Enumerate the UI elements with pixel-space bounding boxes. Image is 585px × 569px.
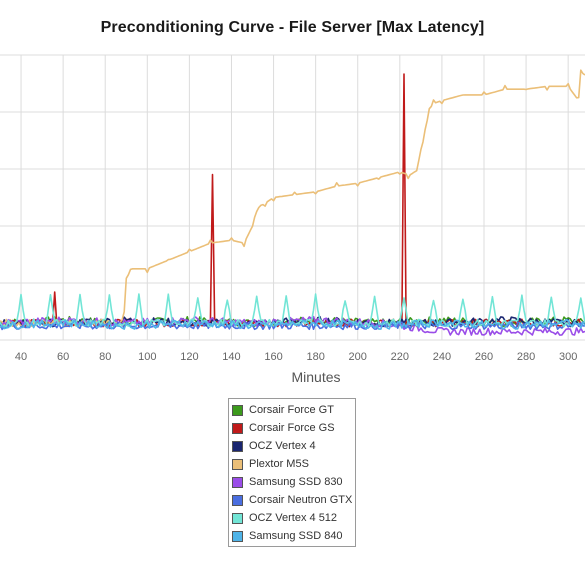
x-tick-label: 120 — [180, 351, 198, 363]
legend-swatch — [232, 422, 243, 434]
x-tick-label: 40 — [15, 351, 27, 363]
x-tick-label: 280 — [517, 351, 535, 363]
chart-grid — [0, 54, 585, 341]
x-tick-label: 80 — [99, 351, 111, 363]
legend-item: Samsung SSD 840 — [232, 527, 343, 545]
chart-title: Preconditioning Curve - File Server [Max… — [100, 19, 485, 36]
legend-label: OCZ Vertex 4 512 — [249, 512, 338, 524]
x-tick-label: 60 — [57, 351, 69, 363]
x-tick-label: 160 — [264, 351, 282, 363]
legend-item: Samsung SSD 830 — [232, 473, 343, 491]
x-tick-label: 200 — [349, 351, 367, 363]
legend-label: Corsair Neutron GTX — [249, 494, 353, 506]
legend-item: Plextor M5S — [232, 455, 309, 473]
x-tick-label: 260 — [475, 351, 493, 363]
legend-swatch — [232, 404, 243, 416]
legend-item: Corsair Neutron GTX — [232, 491, 352, 509]
legend-label: Corsair Force GT — [249, 404, 334, 416]
x-tick-label: 100 — [138, 351, 156, 363]
legend-label: Plextor M5S — [249, 458, 309, 470]
x-axis-label: Minutes — [291, 369, 340, 385]
legend-swatch — [232, 476, 243, 488]
series-line-4 — [0, 69, 585, 328]
x-tick-label: 240 — [433, 351, 451, 363]
legend-item: Corsair Force GT — [232, 401, 334, 419]
legend-swatch — [232, 530, 243, 542]
series-line-8 — [0, 318, 585, 330]
x-tick-label: 180 — [306, 351, 324, 363]
legend-swatch — [232, 494, 243, 506]
chart-series — [0, 69, 585, 336]
legend-item: OCZ Vertex 4 — [232, 437, 316, 455]
legend-item: Corsair Force GS — [232, 419, 335, 437]
legend-label: Corsair Force GS — [249, 422, 335, 434]
chart-legend: Corsair Force GT Corsair Force GS OCZ Vert… — [228, 398, 356, 547]
legend-label: Samsung SSD 840 — [249, 530, 343, 542]
legend-swatch — [232, 458, 243, 470]
x-tick-label: 220 — [391, 351, 409, 363]
x-tick-label: 300 — [559, 351, 577, 363]
legend-item: OCZ Vertex 4 512 — [232, 509, 337, 527]
legend-swatch — [232, 440, 243, 452]
legend-label: OCZ Vertex 4 — [249, 440, 316, 452]
x-axis-ticks: 40 60 80 100 120 140 160 180 200 220 240 260 280 300 — [15, 351, 577, 363]
x-tick-label: 140 — [222, 351, 240, 363]
legend-label: Samsung SSD 830 — [249, 476, 343, 488]
series-line-5 — [0, 315, 585, 336]
legend-swatch — [232, 512, 243, 524]
